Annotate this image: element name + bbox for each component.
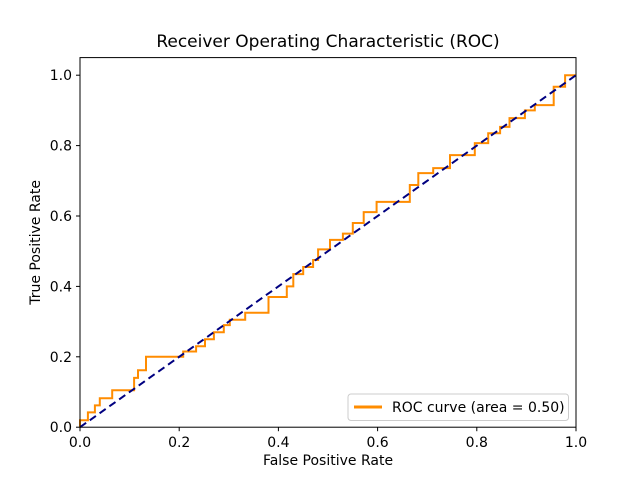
axes-frame — [79, 57, 577, 428]
x-tick-label: 0.6 — [366, 435, 388, 451]
legend-box — [347, 393, 569, 421]
y-tick-label: 0.6 — [50, 209, 72, 225]
y-tick-label: 1.0 — [50, 68, 72, 84]
x-tick-label: 0.4 — [267, 435, 289, 451]
y-tick-label: 0.2 — [50, 350, 72, 366]
x-tick-label: 1.0 — [565, 435, 587, 451]
chart-title: Receiver Operating Characteristic (ROC) — [156, 32, 499, 52]
x-tick-label: 0.8 — [466, 435, 488, 451]
chance-diagonal-line — [79, 74, 577, 429]
y-axis-label: True Positive Rate — [28, 180, 44, 306]
y-tick-label: 0.4 — [50, 279, 72, 295]
legend-label: ROC curve (area = 0.50) — [392, 400, 565, 416]
y-tick-label: 0.8 — [50, 139, 72, 155]
x-axis-label: False Positive Rate — [263, 453, 393, 469]
x-tick-label: 0.0 — [69, 435, 91, 451]
y-tick-label: 0.0 — [50, 420, 72, 436]
x-tick-label: 0.2 — [168, 435, 190, 451]
roc-curve-line — [79, 74, 576, 428]
